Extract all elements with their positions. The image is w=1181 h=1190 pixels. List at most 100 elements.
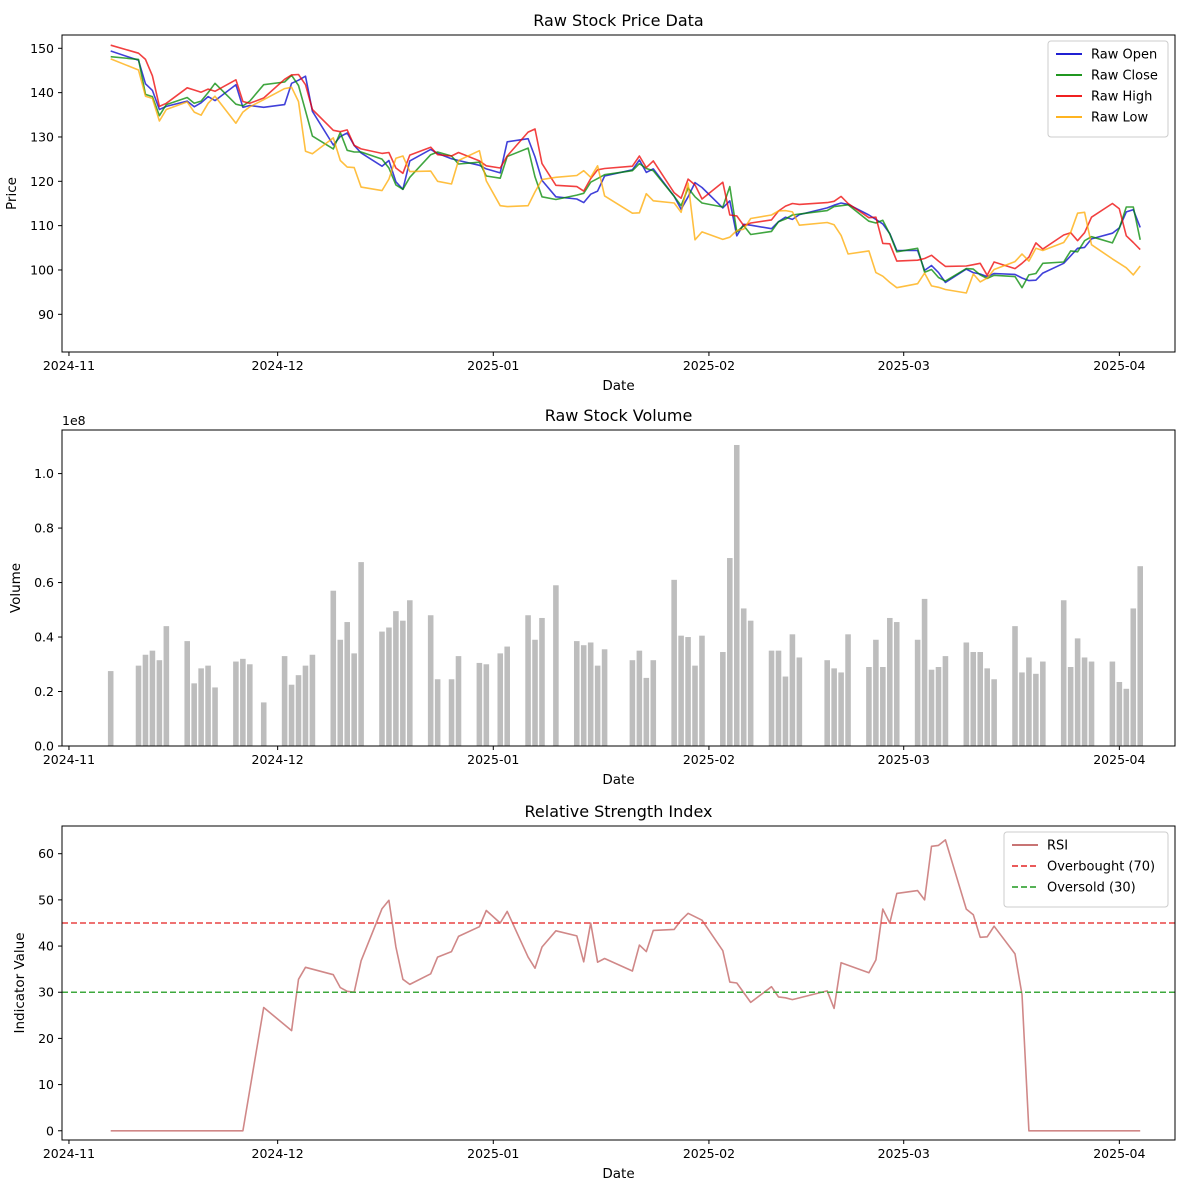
- x-tick-label: 2025-04: [1093, 1146, 1145, 1161]
- volume-bar: [970, 652, 977, 746]
- volume-bar: [671, 579, 677, 746]
- axes-frame: [61, 825, 1176, 1141]
- plot-area: [107, 444, 1144, 746]
- x-tick-label: 2024-12: [252, 358, 304, 373]
- volume-bar: [1081, 657, 1088, 746]
- volume-bar: [1019, 672, 1025, 746]
- plot-area: [110, 44, 1141, 294]
- series-line: [110, 839, 1141, 1132]
- y-tick-label: 0.6: [34, 575, 54, 590]
- volume-bar: [393, 611, 399, 746]
- volume-bar: [351, 653, 357, 746]
- volume-bar: [309, 654, 316, 746]
- x-tick-label: 2025-04: [1093, 752, 1145, 767]
- volume-bar: [539, 617, 545, 746]
- volume-bar: [720, 652, 726, 746]
- volume-bar: [977, 652, 984, 746]
- volume-bar: [135, 665, 142, 746]
- volume-bar: [379, 631, 385, 746]
- x-tick-label: 2024-11: [43, 752, 95, 767]
- volume-bar: [580, 645, 587, 746]
- y-tick-label: 140: [30, 85, 54, 100]
- volume-bar: [824, 660, 830, 746]
- y-tick-label: 10: [38, 1077, 54, 1092]
- y-tick-label: 50: [38, 892, 54, 907]
- legend-box: [1047, 40, 1169, 138]
- axes-frame: [61, 429, 1176, 747]
- y-tick-label: 0.0: [34, 739, 54, 754]
- y-tick-label: 1.0: [34, 466, 54, 481]
- x-axis-label: Date: [602, 1166, 634, 1182]
- legend: Raw Open Raw Close Raw High Raw Low: [1047, 40, 1169, 138]
- chart-title: Raw Stock Price Data: [533, 11, 703, 30]
- volume-bar: [240, 658, 246, 746]
- volume-bar: [476, 662, 483, 746]
- x-tick-label: 2025-01: [467, 1146, 519, 1161]
- volume-bar: [685, 637, 691, 746]
- volume-bar: [594, 665, 601, 746]
- volume-bar: [358, 562, 364, 746]
- volume-bar: [921, 598, 928, 746]
- volume-bar: [1130, 608, 1137, 746]
- axes-frame: [61, 34, 1176, 353]
- volume-bar: [928, 669, 935, 746]
- volume-bar: [636, 650, 643, 746]
- chart-title: Raw Stock Volume: [545, 406, 693, 425]
- volume-bar: [427, 615, 434, 746]
- volume-bar: [573, 641, 580, 746]
- y-tick-label: 120: [30, 174, 54, 189]
- volume-bar: [497, 653, 504, 746]
- legend-label: Raw Open: [1091, 48, 1157, 63]
- series-line: [110, 58, 1141, 294]
- volume-bar: [587, 642, 594, 746]
- y-tick-label: 30: [38, 985, 54, 1000]
- volume-bar: [768, 650, 775, 746]
- volume-bar: [1012, 626, 1018, 746]
- plot-area: [62, 839, 1175, 1132]
- volume-bar: [295, 675, 302, 746]
- y-tick-label: 0.8: [34, 521, 54, 536]
- x-tick-label: 2025-02: [683, 752, 735, 767]
- volume-bar: [699, 635, 705, 746]
- volume-bar: [330, 590, 337, 746]
- x-tick-label: 2024-11: [43, 1146, 95, 1161]
- volume-bar: [629, 660, 636, 746]
- x-tick-label: 2025-03: [878, 752, 930, 767]
- volume-bar: [866, 667, 872, 746]
- legend-label: Raw Close: [1091, 69, 1158, 84]
- volume-bar: [233, 661, 239, 746]
- volume-bar: [991, 679, 997, 746]
- volume-bar: [650, 660, 657, 746]
- volume-bar: [142, 654, 149, 746]
- legend: RSI Overbought (70) Oversold (30): [1003, 831, 1169, 908]
- volume-bar: [914, 639, 921, 746]
- legend-box: [1003, 831, 1169, 908]
- volume-bar: [782, 676, 789, 746]
- chart-panel-1: Raw Stock Price Data 2024-11 2024-12 2025-0…: [4, 11, 1176, 394]
- volume-bar: [483, 664, 490, 746]
- volume-bar: [747, 620, 754, 746]
- volume-bar: [692, 665, 698, 746]
- volume-bar: [643, 677, 650, 746]
- x-tick-label: 2025-01: [467, 358, 519, 373]
- volume-bar: [156, 660, 163, 746]
- volume-bar: [963, 642, 970, 746]
- volume-bar: [1137, 566, 1144, 746]
- y-tick-label: 0.2: [34, 684, 54, 699]
- volume-bar: [434, 679, 441, 746]
- volume-bar: [525, 615, 531, 746]
- x-tick-label: 2025-01: [467, 752, 519, 767]
- volume-bar: [1067, 667, 1074, 746]
- x-tick-label: 2024-12: [252, 1146, 304, 1161]
- volume-bar: [838, 672, 844, 746]
- volume-bar: [337, 639, 344, 746]
- volume-bar: [553, 585, 559, 746]
- volume-bar: [532, 639, 538, 746]
- volume-bar: [880, 667, 886, 746]
- volume-bar: [198, 668, 204, 746]
- volume-bar: [1109, 661, 1116, 746]
- volume-bar: [455, 656, 462, 746]
- series-line: [110, 55, 1141, 289]
